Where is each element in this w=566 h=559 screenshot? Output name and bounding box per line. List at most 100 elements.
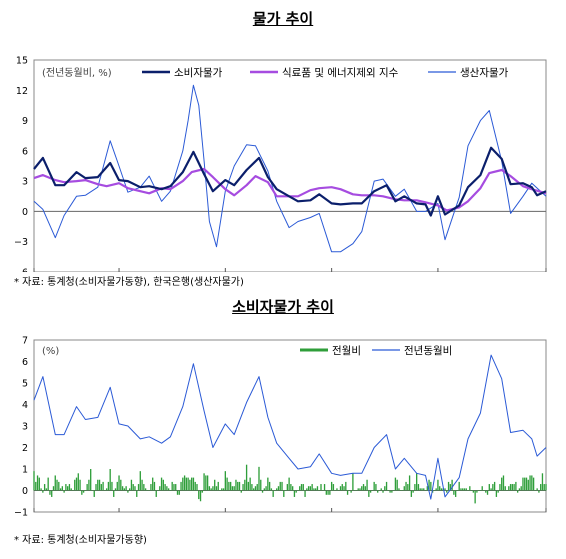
bar-mom bbox=[531, 475, 533, 491]
bar-mom bbox=[118, 475, 120, 491]
bar-mom bbox=[203, 473, 205, 491]
bar-mom bbox=[102, 481, 104, 491]
bar-mom bbox=[63, 490, 65, 493]
bar-mom bbox=[111, 481, 113, 491]
bar-mom bbox=[345, 481, 347, 491]
bar-mom bbox=[508, 486, 510, 491]
bar-mom bbox=[499, 484, 501, 491]
bar-mom bbox=[249, 477, 251, 491]
bar-mom bbox=[210, 488, 212, 491]
y-tick-label: 1 bbox=[22, 465, 28, 476]
bar-mom bbox=[242, 484, 244, 491]
bar-mom bbox=[502, 475, 505, 491]
chart1-legend-bg bbox=[36, 62, 542, 84]
bar-mom bbox=[493, 481, 496, 491]
bar-mom bbox=[105, 488, 108, 491]
bar-mom bbox=[136, 490, 138, 497]
bar-mom bbox=[74, 479, 76, 491]
bar-mom bbox=[315, 488, 317, 491]
bar-mom bbox=[311, 484, 313, 491]
bar-mom bbox=[238, 481, 241, 491]
chart1-frame bbox=[33, 59, 547, 272]
bar-mom bbox=[382, 490, 384, 493]
bar-mom bbox=[180, 481, 182, 491]
bar-mom bbox=[261, 490, 264, 493]
y-tick-label: 12 bbox=[16, 86, 28, 97]
bar-mom bbox=[155, 490, 157, 497]
bar-mom bbox=[187, 477, 189, 491]
bar-mom bbox=[130, 479, 133, 491]
bar-mom bbox=[476, 490, 478, 493]
legend-label-cpi: 소비자물가 bbox=[174, 67, 223, 79]
bar-mom bbox=[357, 488, 359, 491]
bar-mom bbox=[258, 466, 260, 491]
y-tick-label: 0 bbox=[22, 486, 28, 497]
bar-mom bbox=[189, 479, 191, 491]
bar-mom bbox=[231, 486, 234, 491]
bar-mom bbox=[65, 484, 67, 491]
bar-mom bbox=[525, 477, 528, 491]
bar-mom bbox=[98, 479, 101, 491]
chart2-source-note: * 자료: 통계청(소비자물가동향) bbox=[14, 535, 147, 546]
bar-mom bbox=[143, 484, 145, 491]
bar-mom bbox=[66, 486, 69, 491]
bar-mom bbox=[435, 488, 437, 491]
bar-mom bbox=[217, 481, 219, 491]
bar-mom bbox=[297, 490, 299, 491]
bar-mom bbox=[253, 488, 255, 491]
bar-mom bbox=[54, 475, 56, 491]
bar-mom bbox=[162, 479, 164, 491]
bar-mom bbox=[299, 486, 301, 491]
bar-mom bbox=[116, 481, 118, 491]
bar-mom bbox=[485, 490, 487, 493]
bar-mom bbox=[43, 484, 46, 491]
y-tick-label: 3 bbox=[22, 177, 28, 188]
bar-mom bbox=[68, 484, 71, 491]
bar-mom bbox=[267, 477, 269, 491]
bar-mom bbox=[171, 481, 173, 491]
bar-mom bbox=[228, 481, 230, 491]
bar-mom bbox=[75, 477, 78, 491]
bar-mom bbox=[167, 488, 170, 491]
bar-mom bbox=[274, 490, 276, 491]
bar-mom bbox=[205, 475, 207, 491]
bar-mom bbox=[137, 484, 140, 491]
bar-mom bbox=[474, 490, 476, 504]
bar-mom bbox=[254, 486, 257, 491]
bar-mom bbox=[93, 490, 95, 497]
bar-mom bbox=[61, 486, 64, 491]
bar-mom bbox=[426, 486, 428, 491]
bar-mom bbox=[446, 490, 448, 493]
bar-mom bbox=[95, 484, 97, 491]
y-tick-label: 5 bbox=[22, 379, 28, 390]
series-line-cpi bbox=[33, 146, 547, 217]
bar-mom bbox=[276, 488, 278, 491]
bar-mom bbox=[506, 490, 508, 491]
bar-mom bbox=[59, 488, 62, 491]
bar-mom bbox=[545, 484, 547, 491]
bar-mom bbox=[467, 490, 469, 491]
bar-mom bbox=[532, 477, 535, 491]
bar-mom bbox=[113, 490, 115, 497]
bar-mom bbox=[237, 481, 239, 491]
bar-mom bbox=[107, 481, 110, 491]
bar-mom bbox=[56, 479, 58, 491]
bar-mom bbox=[199, 490, 202, 502]
chart1-unit-label: (전년동월비, %) bbox=[42, 67, 112, 79]
bar-mom bbox=[109, 469, 111, 491]
y-tick-label: 4 bbox=[22, 400, 28, 411]
bar-mom bbox=[504, 486, 506, 491]
bar-mom bbox=[338, 490, 340, 491]
bar-mom bbox=[430, 481, 432, 491]
bar-mom bbox=[79, 479, 81, 491]
bar-mom bbox=[513, 484, 515, 491]
bar-mom bbox=[444, 488, 446, 491]
y-tick-label: −6 bbox=[14, 268, 28, 273]
bar-mom bbox=[272, 490, 274, 497]
bar-mom bbox=[247, 481, 250, 491]
bar-mom bbox=[198, 490, 200, 500]
bar-mom bbox=[462, 488, 464, 491]
bar-mom bbox=[201, 490, 203, 493]
chart2-plot: −10123456701.105.110.115.120.125.2 (%) 전… bbox=[14, 336, 547, 516]
series-line-core bbox=[33, 167, 547, 212]
